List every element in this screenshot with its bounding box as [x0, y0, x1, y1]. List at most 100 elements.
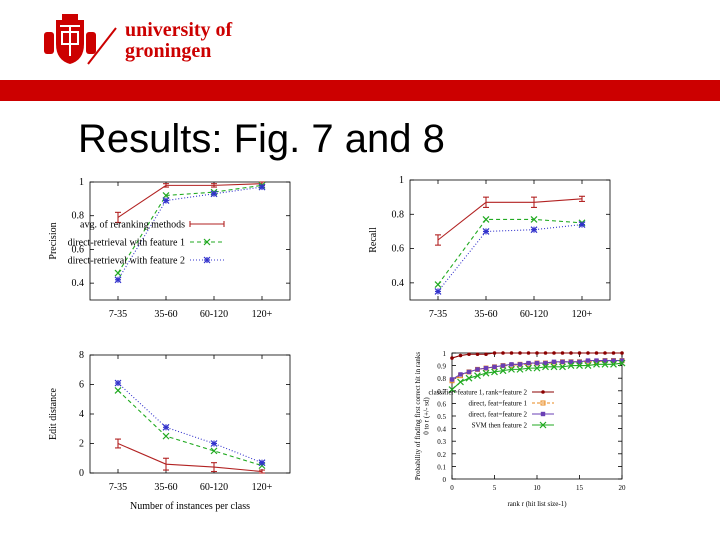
data-point: [530, 226, 538, 234]
legend: classifier=feature 1, rank=feature 2 dire…: [429, 388, 554, 429]
plot-frame: [409, 179, 611, 301]
x-axis-label: Number of instances per class: [130, 501, 250, 512]
x-tick-label: 15: [576, 484, 584, 492]
error-bar: [115, 438, 121, 449]
data-point: [569, 351, 573, 355]
data-point: [508, 365, 515, 373]
header-red-bar: [0, 80, 720, 101]
legend-label: direct-retrieval with feature 2: [68, 256, 185, 267]
x-tick-label: 120+: [252, 482, 273, 493]
series-line: [117, 382, 263, 464]
data-point: [114, 276, 122, 284]
x-tick-label: 7-35: [109, 309, 127, 320]
data-point: [618, 359, 626, 367]
data-point: [162, 423, 170, 431]
series-line: [437, 198, 583, 241]
data-point: [560, 359, 565, 365]
data-point: [559, 363, 566, 371]
error-bar: [531, 196, 537, 208]
data-point: [114, 379, 122, 387]
slash-divider: [87, 27, 117, 65]
series-1: [435, 195, 585, 246]
y-tick-label: 0.6: [392, 244, 405, 255]
legend-label: avg. of reranking methods: [80, 220, 185, 231]
data-point: [619, 358, 625, 363]
data-point: [594, 351, 599, 355]
legend-marker: [540, 411, 546, 417]
series-line: [117, 186, 263, 281]
data-point: [258, 183, 266, 191]
x-tick-label: 10: [534, 484, 542, 492]
legend-label: SVM then feature 2: [472, 421, 528, 429]
data-point: [578, 221, 586, 228]
data-point: [162, 192, 170, 199]
data-point: [534, 360, 540, 366]
y-tick-label: 4: [79, 409, 84, 420]
data-point: [475, 352, 480, 357]
data-point: [457, 378, 464, 386]
data-point: [543, 351, 548, 355]
data-point: [550, 363, 558, 371]
legend-label: classifier=feature 1, rank=feature 2: [429, 388, 528, 396]
data-point: [567, 362, 575, 370]
plot-frame: [89, 354, 291, 474]
y-tick-label: 1: [443, 350, 447, 358]
data-point: [258, 459, 266, 467]
data-point: [601, 360, 609, 368]
y-tick-label: 0.4: [392, 278, 405, 289]
data-point: [577, 359, 582, 365]
error-bar: [163, 183, 169, 188]
data-point: [594, 358, 599, 363]
y-axis-label: Edit distance: [48, 387, 59, 439]
y-tick-label: 0.2: [437, 451, 446, 459]
x-tick-label: 35-60: [154, 309, 177, 320]
y-tick-label: 8: [79, 350, 84, 361]
series-1: [115, 438, 265, 474]
data-point: [484, 352, 488, 357]
data-point: [114, 386, 122, 394]
y-tick-label: 0.8: [72, 211, 85, 222]
y-tick-label: 0.1: [437, 463, 446, 471]
data-point: [450, 356, 454, 360]
y-axis-label: Precision: [48, 222, 59, 259]
y-tick-label: 2: [79, 439, 84, 450]
data-point: [560, 351, 565, 355]
data-point: [577, 351, 582, 355]
y-tick-label: 0: [79, 468, 84, 479]
data-point: [448, 386, 456, 393]
series-line: [117, 184, 263, 274]
legend-label: direct-retrieval with feature 1: [68, 238, 185, 249]
plot-frame: [89, 181, 291, 301]
legend-marker: [203, 238, 211, 246]
data-point: [162, 432, 170, 440]
probability-chart: 00.10.20.30.40.50.60.70.80.910 5 10 15 20Pro…: [414, 350, 626, 508]
y-axis-ticks: 0 2 4 6 8: [79, 350, 290, 479]
slide-title: Results: Fig. 7 and 8: [78, 117, 445, 161]
data-point: [465, 374, 473, 382]
data-point: [586, 351, 590, 355]
data-point: [458, 372, 463, 377]
series-line: [437, 218, 583, 285]
legend-marker: [539, 421, 547, 429]
recall-chart: 0.4 0.6 0.8 1 7-35 35-60 60-120 120+ Recall: [368, 175, 611, 320]
error-bar: [483, 196, 489, 208]
y-axis-label: Recall: [368, 227, 379, 253]
x-axis-ticks: 7-35 35-60 60-120 120+: [109, 182, 273, 320]
series-3: [114, 183, 266, 284]
series-2: [114, 386, 266, 470]
y-axis-label-line: Probability of finding first correct hit…: [414, 352, 422, 480]
data-point: [509, 362, 514, 367]
y-axis-ticks: 0 0.1 0.2 0.3 0.4 0.5 0.6 0.7 0.8 0.9 1: [437, 350, 622, 484]
data-point: [526, 351, 531, 355]
data-point: [576, 362, 583, 370]
data-point: [543, 360, 548, 366]
legend-marker: [541, 390, 545, 394]
data-point: [552, 351, 556, 355]
error-bar: [259, 469, 265, 474]
data-point: [492, 364, 497, 370]
error-bar: [211, 183, 217, 188]
legend-marker: [203, 256, 211, 264]
x-tick-label: 5: [493, 484, 497, 492]
data-point: [593, 360, 600, 368]
data-point: [482, 369, 490, 377]
